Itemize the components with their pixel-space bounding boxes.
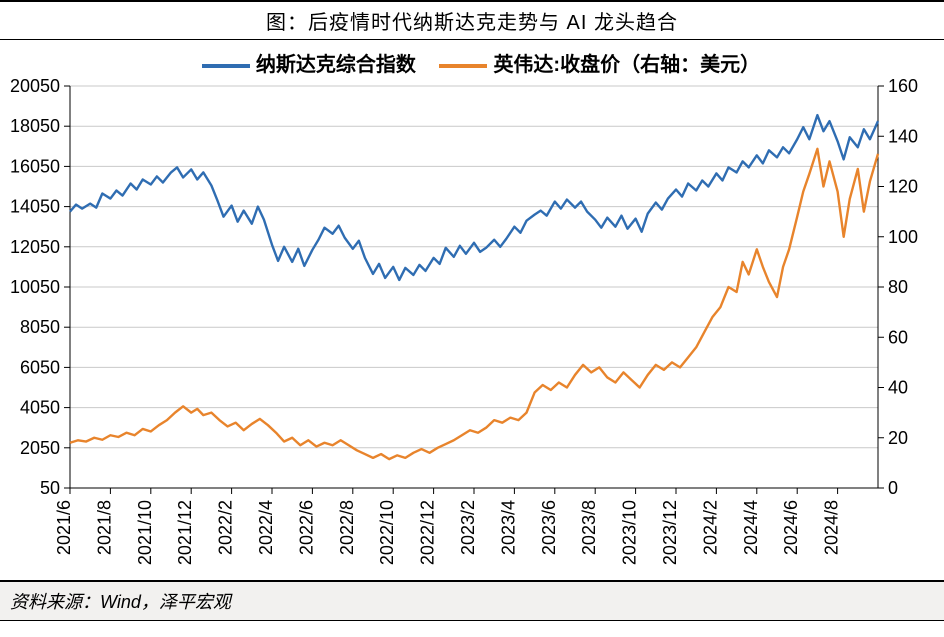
svg-text:100: 100 bbox=[888, 227, 918, 247]
svg-text:2022/6: 2022/6 bbox=[296, 500, 316, 555]
svg-text:50: 50 bbox=[40, 478, 60, 498]
svg-text:2021/6: 2021/6 bbox=[54, 500, 74, 555]
legend-swatch-1 bbox=[202, 64, 250, 68]
svg-text:2023/8: 2023/8 bbox=[579, 500, 599, 555]
svg-text:2024/2: 2024/2 bbox=[700, 500, 720, 555]
svg-text:2022/10: 2022/10 bbox=[377, 500, 397, 565]
svg-text:16050: 16050 bbox=[10, 156, 60, 176]
legend-label-1: 纳斯达克综合指数 bbox=[256, 54, 416, 76]
svg-text:20: 20 bbox=[888, 428, 908, 448]
svg-text:80: 80 bbox=[888, 277, 908, 297]
svg-text:2022/2: 2022/2 bbox=[216, 500, 236, 555]
svg-text:6050: 6050 bbox=[20, 357, 60, 377]
svg-text:2022/12: 2022/12 bbox=[418, 500, 438, 565]
legend-swatch-2 bbox=[439, 64, 487, 68]
svg-text:14050: 14050 bbox=[10, 197, 60, 217]
svg-text:2023/2: 2023/2 bbox=[458, 500, 478, 555]
legend: 纳斯达克综合指数 英伟达:收盘价（右轴：美元） bbox=[0, 48, 944, 77]
svg-text:2024/6: 2024/6 bbox=[781, 500, 801, 555]
svg-text:10050: 10050 bbox=[10, 277, 60, 297]
chart-title: 图：后疫情时代纳斯达克走势与 AI 龙头趋合 bbox=[0, 0, 944, 40]
svg-text:18050: 18050 bbox=[10, 116, 60, 136]
svg-text:2024/8: 2024/8 bbox=[822, 500, 842, 555]
svg-text:2023/12: 2023/12 bbox=[660, 500, 680, 565]
svg-text:40: 40 bbox=[888, 378, 908, 398]
svg-text:160: 160 bbox=[888, 76, 918, 96]
svg-text:20050: 20050 bbox=[10, 76, 60, 96]
svg-text:60: 60 bbox=[888, 327, 908, 347]
svg-text:0: 0 bbox=[888, 478, 898, 498]
svg-text:2022/4: 2022/4 bbox=[256, 500, 276, 555]
svg-text:2021/12: 2021/12 bbox=[175, 500, 195, 565]
svg-text:120: 120 bbox=[888, 177, 918, 197]
svg-text:2023/6: 2023/6 bbox=[539, 500, 559, 555]
svg-text:2022/8: 2022/8 bbox=[337, 500, 357, 555]
svg-text:2021/10: 2021/10 bbox=[135, 500, 155, 565]
svg-text:2024/4: 2024/4 bbox=[741, 500, 761, 555]
legend-label-2: 英伟达:收盘价（右轴：美元） bbox=[493, 54, 760, 76]
svg-text:8050: 8050 bbox=[20, 317, 60, 337]
svg-text:2021/8: 2021/8 bbox=[94, 500, 114, 555]
source-line: 资料来源：Wind，泽平宏观 bbox=[0, 580, 944, 621]
chart: 纳斯达克综合指数 英伟达:收盘价（右轴：美元） 50 2050 4050 6050 80… bbox=[0, 40, 944, 580]
svg-text:140: 140 bbox=[888, 126, 918, 146]
svg-text:12050: 12050 bbox=[10, 237, 60, 257]
svg-text:2023/4: 2023/4 bbox=[498, 500, 518, 555]
svg-text:4050: 4050 bbox=[20, 398, 60, 418]
svg-text:2023/10: 2023/10 bbox=[620, 500, 640, 565]
svg-text:2050: 2050 bbox=[20, 438, 60, 458]
